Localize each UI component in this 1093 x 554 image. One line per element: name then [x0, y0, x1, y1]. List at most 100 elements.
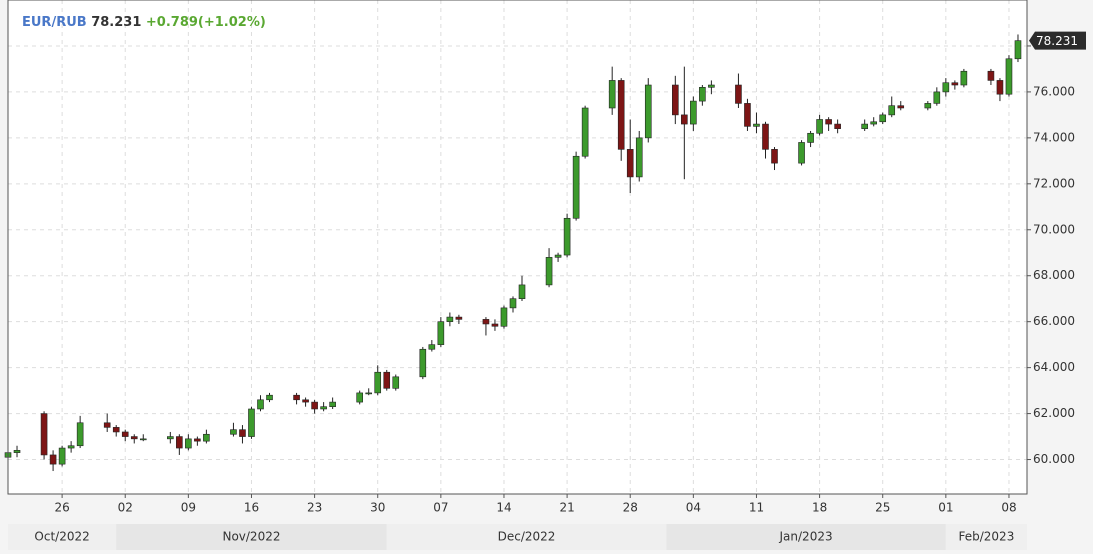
symbol: EUR/RUB — [22, 15, 87, 30]
x-tick-label: 26 — [54, 501, 69, 515]
candle-body — [572, 155, 580, 219]
candle-body — [690, 100, 697, 125]
price-tag-label: 78.231 — [1036, 34, 1078, 48]
candle-body — [834, 123, 841, 129]
candle-body — [545, 257, 553, 286]
candle-body — [825, 119, 832, 125]
candle-body — [924, 103, 932, 109]
candle-body — [644, 84, 652, 139]
candle-body — [951, 82, 959, 86]
candle-body — [996, 80, 1004, 95]
candle-body — [888, 105, 896, 116]
candle-body — [735, 84, 742, 104]
candle-body — [428, 344, 436, 350]
candle-body — [581, 107, 589, 157]
y-tick-label: 70.000 — [1033, 222, 1075, 236]
x-tick-label: 25 — [875, 501, 890, 515]
candle-body — [987, 70, 995, 81]
candle-body — [419, 348, 427, 378]
x-tick-label: 18 — [812, 501, 827, 515]
candle-body — [482, 319, 490, 325]
month-label: Oct/2022 — [34, 530, 89, 544]
candle-body — [392, 376, 400, 389]
month-band — [8, 524, 117, 550]
candle-body — [311, 401, 318, 410]
month-label: Nov/2022 — [222, 530, 280, 544]
candle-body — [933, 91, 941, 104]
x-tick-label: 30 — [370, 501, 385, 515]
candle-body — [67, 445, 75, 449]
y-tick-label: 62.000 — [1033, 406, 1075, 420]
candle-body — [942, 82, 950, 93]
candle-body — [617, 80, 625, 150]
candle-body — [861, 123, 868, 129]
candle-body — [681, 114, 688, 125]
candle-body — [185, 438, 192, 449]
candle-body — [302, 399, 309, 403]
last-price: 78.231 — [91, 15, 141, 30]
candle-body — [293, 394, 300, 401]
change: +0.789(+1.02%) — [146, 15, 266, 30]
month-label: Jan/2023 — [779, 530, 833, 544]
plot-border — [7, 0, 1028, 495]
candle-body — [608, 80, 616, 109]
candle-body — [230, 429, 237, 435]
candle-body — [239, 429, 246, 437]
month-label: Dec/2022 — [498, 530, 556, 544]
candle-body — [176, 436, 183, 449]
y-tick-label: 72.000 — [1033, 176, 1075, 190]
candle-body — [455, 316, 463, 320]
y-tick-label: 74.000 — [1033, 130, 1075, 144]
y-tick-label: 76.000 — [1033, 84, 1075, 98]
chart-title: EUR/RUB 78.231 +0.789(+1.02%) — [22, 15, 266, 30]
y-tick-label: 68.000 — [1033, 268, 1075, 282]
candle-body — [960, 70, 968, 86]
y-tick-label: 66.000 — [1033, 314, 1075, 328]
x-tick-label: 01 — [938, 501, 953, 515]
candle-body — [1014, 40, 1022, 60]
candle-body — [807, 132, 814, 143]
candle-body — [509, 298, 517, 309]
y-tick-label: 64.000 — [1033, 360, 1075, 374]
candle-body — [320, 406, 327, 410]
month-band — [945, 524, 1027, 550]
candle-body — [491, 323, 499, 327]
x-tick-label: 04 — [686, 501, 701, 515]
candle-body — [121, 431, 129, 437]
candle-body — [383, 371, 391, 389]
candle-body — [554, 254, 562, 258]
candle-body — [635, 137, 643, 178]
candle-body — [58, 447, 66, 465]
candle-body — [13, 450, 21, 453]
candle-body — [76, 422, 84, 447]
candle-body — [437, 321, 445, 345]
candle-body — [870, 121, 877, 125]
candle-body — [1005, 58, 1013, 95]
candle-body — [446, 316, 454, 322]
month-label: Feb/2023 — [959, 530, 1015, 544]
candle-body — [500, 307, 508, 327]
candle-body — [130, 436, 138, 440]
candle-body — [167, 436, 174, 440]
candle-body — [49, 454, 57, 465]
month-band — [116, 524, 387, 550]
candle-body — [708, 84, 715, 88]
candle-body — [762, 123, 769, 150]
x-tick-label: 16 — [244, 501, 259, 515]
plot-area — [8, 0, 1027, 494]
x-tick-label: 07 — [433, 501, 448, 515]
candle-body — [266, 394, 273, 401]
x-tick-label: 08 — [1001, 501, 1016, 515]
candle-body — [103, 422, 111, 428]
candle-body — [374, 371, 382, 394]
candle-body — [356, 392, 363, 403]
candle-body — [672, 84, 679, 116]
candle-body — [816, 119, 823, 134]
y-tick-label: 60.000 — [1033, 452, 1075, 466]
candle-body — [897, 105, 905, 109]
candle-body — [626, 149, 634, 178]
x-tick-label: 02 — [118, 501, 133, 515]
candle-body — [365, 392, 373, 395]
candle-body — [248, 408, 255, 437]
